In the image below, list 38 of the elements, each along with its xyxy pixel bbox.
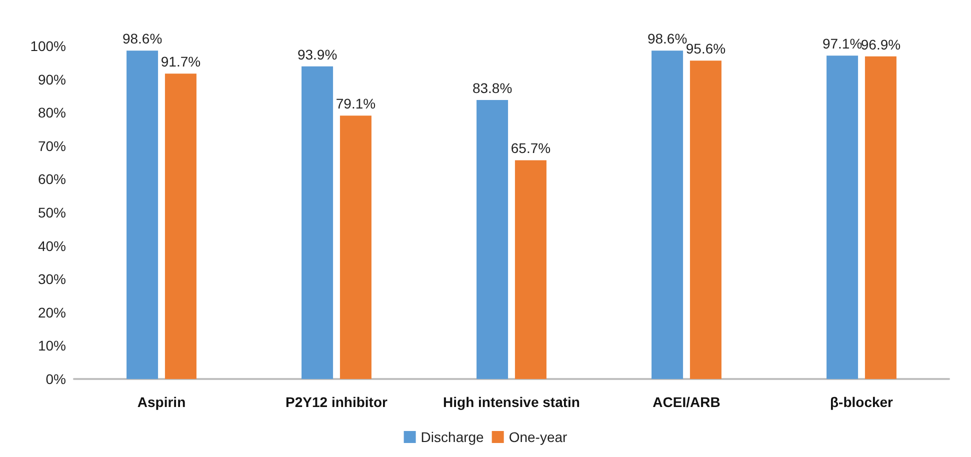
y-tick-label: 80% xyxy=(38,104,66,121)
x-tick-label: Aspirin xyxy=(137,394,186,410)
x-tick-label: P2Y12 inhibitor xyxy=(286,394,388,410)
legend-label: Discharge xyxy=(420,429,484,445)
data-label: 98.6% xyxy=(122,30,162,47)
data-label: 98.6% xyxy=(647,30,688,47)
bar xyxy=(476,100,508,379)
data-label: 93.9% xyxy=(297,46,338,62)
y-tick-label: 10% xyxy=(38,338,66,354)
y-tick-label: 100% xyxy=(30,38,66,54)
x-tick-label: β-blocker xyxy=(830,394,894,410)
y-tick-label: 70% xyxy=(38,138,66,154)
bar xyxy=(864,56,896,379)
y-tick-label: 20% xyxy=(38,304,66,320)
data-label: 79.1% xyxy=(336,96,376,112)
bar xyxy=(126,50,158,379)
y-tick-label: 60% xyxy=(38,171,66,188)
data-label: 91.7% xyxy=(160,54,201,70)
legend-label: One-year xyxy=(508,429,568,445)
bar xyxy=(514,160,546,379)
y-tick-label: 50% xyxy=(38,204,66,220)
y-tick-label: 0% xyxy=(46,371,66,387)
bar xyxy=(302,66,334,379)
bar xyxy=(652,50,684,379)
bar xyxy=(690,60,722,379)
bar xyxy=(340,116,372,379)
y-tick-label: 90% xyxy=(38,71,66,88)
data-label: 65.7% xyxy=(510,140,551,156)
bar xyxy=(826,56,858,379)
data-label: 95.6% xyxy=(686,40,726,57)
data-label: 96.9% xyxy=(860,36,901,52)
data-label: 83.8% xyxy=(472,80,512,96)
bar xyxy=(164,74,196,379)
y-tick-label: 30% xyxy=(38,271,66,288)
data-label: 97.1% xyxy=(822,36,862,52)
x-tick-label: High intensive statin xyxy=(443,394,580,410)
x-tick-label: ACEI/ARB xyxy=(652,394,720,410)
y-tick-label: 40% xyxy=(38,238,66,254)
